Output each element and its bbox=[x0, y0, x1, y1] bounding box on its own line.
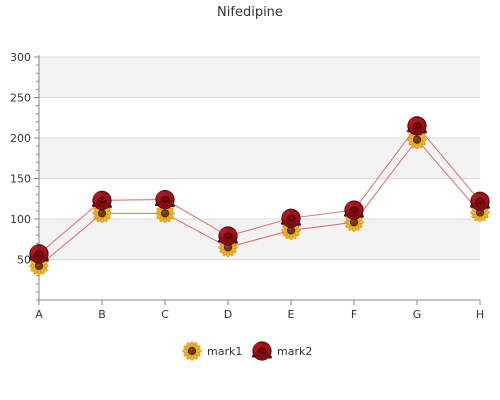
plot-background-bands bbox=[39, 57, 480, 300]
legend: mark1 mark2 bbox=[182, 341, 312, 361]
background-band bbox=[39, 178, 480, 219]
x-tick-label: G bbox=[413, 308, 422, 321]
data-point-mark2 bbox=[280, 208, 301, 228]
data-point-mark2 bbox=[91, 190, 112, 210]
x-tick-label: A bbox=[35, 308, 43, 321]
y-tick-label: 150 bbox=[10, 173, 31, 186]
series-line-mark2 bbox=[38, 125, 481, 255]
x-axis-ticks: A B C D E F G H bbox=[35, 300, 484, 321]
data-point-mark2 bbox=[469, 191, 490, 211]
series-markers bbox=[28, 116, 490, 276]
legend-label: mark2 bbox=[277, 345, 312, 358]
legend-item: mark1 bbox=[182, 341, 242, 361]
legend-sunflower-icon bbox=[182, 341, 202, 361]
background-band bbox=[39, 97, 480, 138]
data-point-mark2 bbox=[343, 200, 364, 220]
y-tick-label: 100 bbox=[10, 213, 31, 226]
legend-label: mark1 bbox=[207, 345, 242, 358]
data-point-mark2 bbox=[406, 116, 427, 136]
y-axis-ticks: 50 100 150 200 250 300 bbox=[10, 51, 31, 267]
y-tick-label: 250 bbox=[10, 92, 31, 105]
data-point-mark2 bbox=[154, 189, 175, 210]
series-lines bbox=[38, 125, 481, 267]
data-point-mark2 bbox=[217, 226, 238, 246]
x-tick-label: B bbox=[98, 308, 106, 321]
y-tick-label: 200 bbox=[10, 132, 31, 145]
x-tick-label: E bbox=[288, 308, 295, 321]
x-tick-label: F bbox=[351, 308, 357, 321]
x-tick-label: D bbox=[224, 308, 232, 321]
y-tick-label: 300 bbox=[10, 51, 31, 64]
legend-rose-icon bbox=[251, 341, 272, 361]
y-tick-label: 50 bbox=[17, 254, 31, 267]
grid-lines bbox=[39, 56, 480, 260]
background-band bbox=[39, 57, 480, 98]
chart-title: Nifedipine bbox=[217, 5, 283, 20]
x-tick-label: C bbox=[161, 308, 169, 321]
background-band bbox=[39, 138, 480, 179]
background-band bbox=[39, 259, 480, 300]
legend-item: mark2 bbox=[251, 341, 312, 361]
data-point-mark2 bbox=[28, 244, 49, 264]
series-line-mark1 bbox=[38, 138, 481, 267]
x-tick-label: H bbox=[476, 308, 484, 321]
